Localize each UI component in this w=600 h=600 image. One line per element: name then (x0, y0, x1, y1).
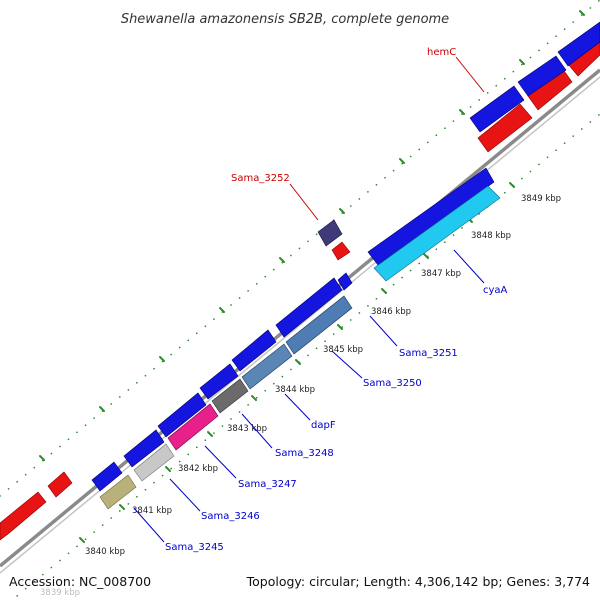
guide-lower (10, 113, 600, 600)
tick-mark (165, 466, 171, 472)
tick-mark (399, 158, 405, 164)
kbp-label: 3846 kbp (371, 307, 411, 317)
kbp-label: 3849 kbp (521, 194, 561, 204)
kbp-labels: 3839 kbp 3840 kbp 3841 kbp 3842 kbp 3843… (40, 194, 561, 598)
gene-sama3252[interactable] (317, 219, 343, 247)
gene-sama3252-partner[interactable] (331, 241, 351, 261)
gene-labels: hemC Sama_3252 cyaA Sama_3251 Sama_3250 … (165, 47, 508, 553)
gene-arrow-blue[interactable] (367, 167, 495, 266)
leader-sama3250 (331, 350, 363, 379)
gene-arrow-blue[interactable] (517, 55, 567, 97)
gene-cyaa[interactable] (373, 185, 501, 282)
forward-strand-genes (91, 21, 600, 492)
guide-upper (0, 0, 600, 497)
leader-dapf (284, 393, 311, 421)
tick-mark (159, 356, 165, 362)
leader-sama3245 (133, 507, 165, 543)
label-sama3252[interactable]: Sama_3252 (231, 173, 290, 184)
accession-text: Accession: NC_008700 (9, 574, 151, 589)
leader-cyaa (453, 249, 485, 284)
map-title: Shewanella amazonensis SB2B, complete ge… (121, 12, 449, 27)
tick-mark (279, 257, 285, 263)
gene-arrow-blue[interactable] (337, 272, 353, 291)
tick-mark (207, 431, 213, 437)
tick-mark (79, 537, 85, 543)
gene-arrow-red[interactable] (47, 471, 73, 498)
label-sama3251[interactable]: Sama_3251 (399, 348, 458, 359)
label-dapf[interactable]: dapF (311, 420, 336, 431)
topology-summary: Topology: circular; Length: 4,306,142 bp… (246, 574, 590, 589)
feature-genes (99, 185, 501, 510)
reverse-strand-genes (0, 37, 600, 541)
gene-hemc[interactable] (469, 85, 525, 133)
gene-arrow-blue[interactable] (231, 329, 277, 372)
tick-mark (339, 208, 345, 214)
label-hemc[interactable]: hemC (427, 47, 456, 58)
tick-mark (381, 288, 387, 294)
kbp-label: 3848 kbp (471, 231, 511, 241)
leader-sama3247 (204, 445, 237, 479)
tick-mark (219, 307, 225, 313)
leader-sama3252 (289, 183, 319, 221)
kbp-label: 3839 kbp (40, 588, 80, 598)
label-sama3248[interactable]: Sama_3248 (275, 448, 334, 459)
gene-arrow-blue[interactable] (123, 429, 165, 468)
gene-arrow-blue[interactable] (157, 392, 207, 438)
gene-arrow-blue[interactable] (91, 461, 123, 492)
kbp-label: 3840 kbp (85, 547, 125, 557)
tick-mark (295, 359, 301, 365)
tick-mark (423, 253, 429, 259)
tick-mark (99, 406, 105, 412)
leader-sama3248 (241, 413, 273, 449)
tick-mark (251, 395, 257, 401)
label-sama3247[interactable]: Sama_3247 (238, 479, 297, 490)
tick-mark (509, 182, 515, 188)
kbp-label: 3847 kbp (421, 269, 461, 279)
gene-sama3245[interactable] (99, 474, 137, 510)
tick-mark (579, 10, 585, 16)
tick-marks (39, 10, 585, 543)
label-cyaa[interactable]: cyaA (483, 285, 508, 296)
gene-sama3247[interactable] (133, 443, 175, 482)
kbp-label: 3845 kbp (323, 345, 363, 355)
label-sama3250[interactable]: Sama_3250 (363, 378, 422, 389)
kbp-label: 3843 kbp (227, 424, 267, 434)
tick-mark (39, 455, 45, 461)
leader-sama3251 (369, 315, 398, 347)
leader-hemc (455, 56, 485, 93)
gene-arrow-blue[interactable] (199, 363, 239, 400)
label-leaders (133, 56, 485, 543)
tick-mark (119, 504, 125, 510)
kbp-label: 3842 kbp (178, 464, 218, 474)
gene-arrow-red[interactable] (477, 103, 533, 153)
kbp-label: 3844 kbp (275, 385, 315, 395)
tick-mark (337, 324, 343, 330)
gene-arrow-blue[interactable] (275, 277, 343, 338)
label-sama3245[interactable]: Sama_3245 (165, 542, 224, 553)
gene-sama3248[interactable] (167, 403, 219, 451)
tick-mark (459, 109, 465, 115)
gene-sama3251[interactable] (285, 295, 353, 355)
gene-dapf[interactable] (211, 378, 249, 414)
label-sama3246[interactable]: Sama_3246 (201, 511, 260, 522)
gene-sama3250[interactable] (241, 343, 293, 390)
gene-arrow-blue[interactable] (557, 21, 600, 67)
kbp-label: 3841 kbp (132, 506, 172, 516)
tick-mark (519, 59, 525, 65)
leader-sama3246 (169, 478, 201, 512)
gene-arrow-red[interactable] (0, 491, 47, 541)
